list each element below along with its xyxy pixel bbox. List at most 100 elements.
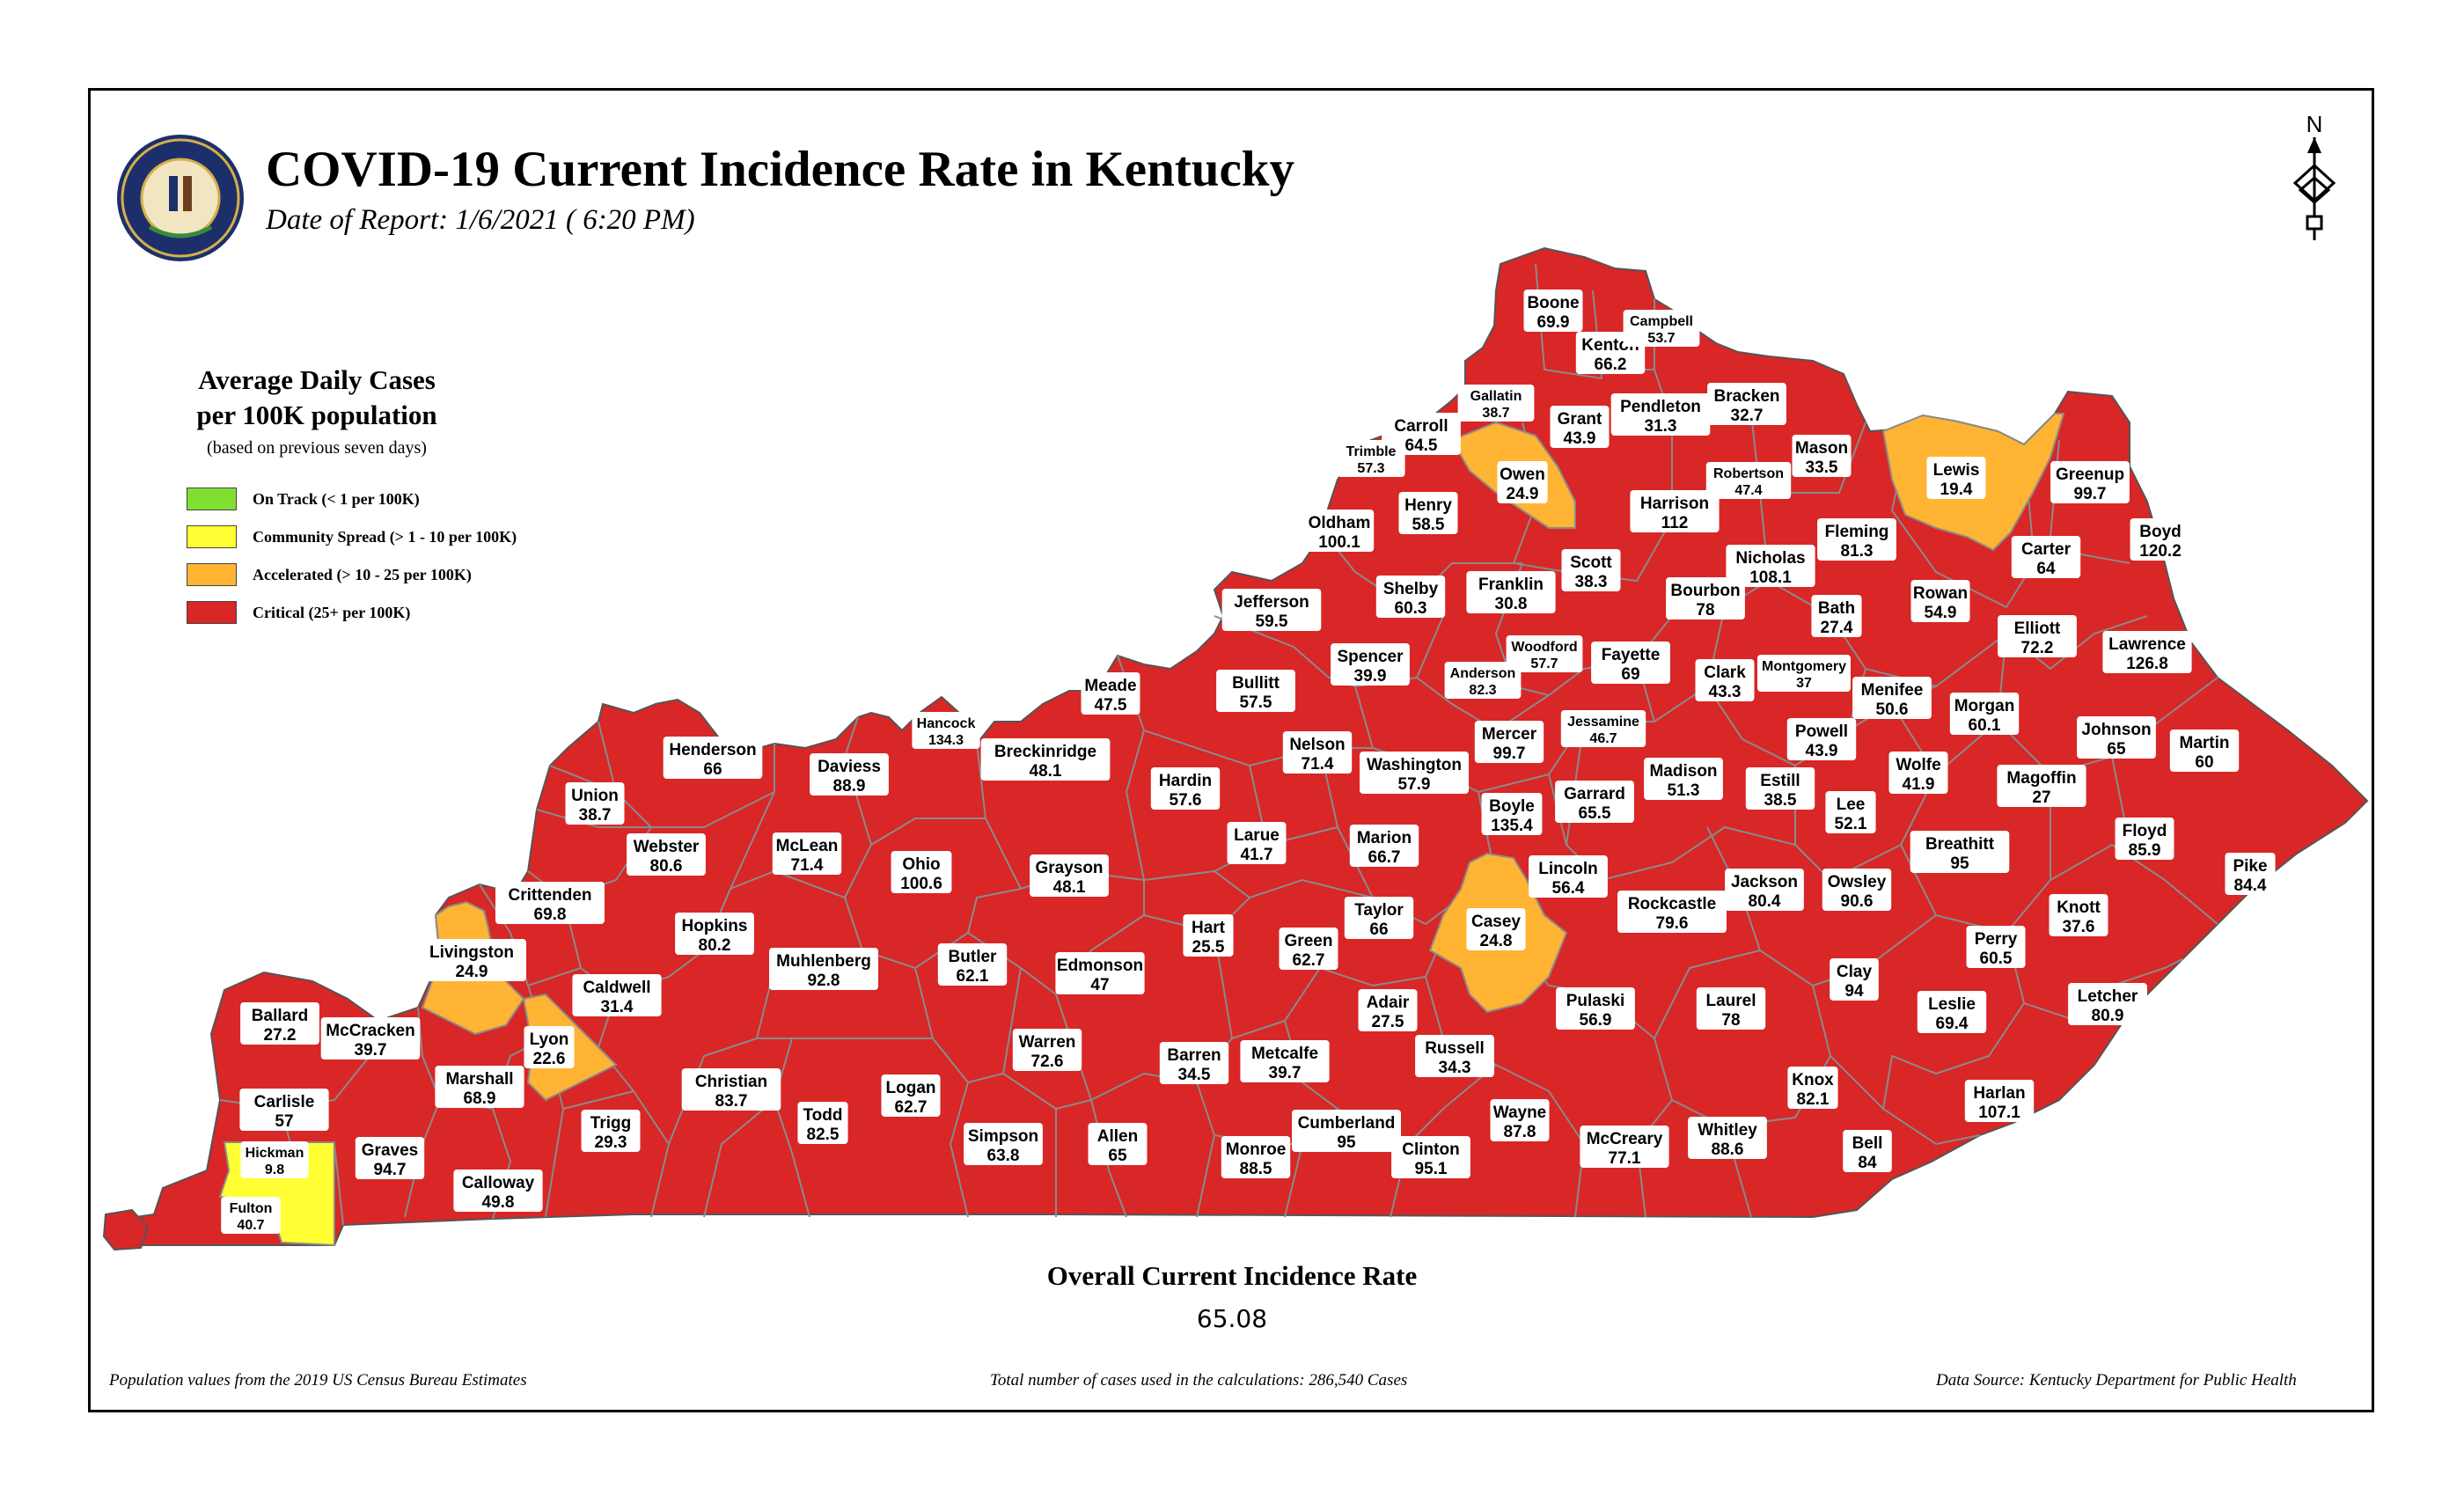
county-rate: 39.7 [1269, 1064, 1302, 1082]
county-name: Warren [1019, 1033, 1076, 1052]
county-labels: Boone69.9Kenton66.2Campbell53.7Gallatin3… [221, 290, 2276, 1234]
county-label-background [1221, 1136, 1291, 1178]
county-name: Metcalfe [1251, 1045, 1318, 1063]
county-label-robertson: Robertson 47.4 [1705, 462, 1792, 499]
county-rate: 82.1 [1797, 1090, 1830, 1109]
county-rate: 60.1 [1969, 716, 2001, 735]
county-name: Caldwell [583, 979, 650, 997]
county-label-background [435, 1066, 524, 1108]
county-rate: 54.9 [1925, 604, 1957, 622]
county-name: Rowan [1913, 584, 1968, 603]
county-name: Hart [1192, 919, 1226, 937]
county-label-background [627, 833, 706, 876]
county-rate: 88.6 [1712, 1140, 1744, 1159]
county-name: Elliott [2014, 620, 2061, 638]
county-label-background [1745, 767, 1815, 810]
county-label-background [1481, 793, 1543, 835]
county-rate: 88.9 [833, 777, 866, 796]
county-rate: 100.1 [1318, 533, 1360, 552]
county-rate: 88.5 [1240, 1160, 1272, 1178]
county-label-background [221, 1197, 281, 1234]
county-name: Lincoln [1538, 860, 1598, 878]
county-label-background [937, 943, 1008, 986]
map-title: COVID-19 Current Incidence Rate in Kentu… [266, 142, 1294, 197]
county-name: Nelson [1289, 736, 1345, 754]
county-rate: 38.3 [1575, 573, 1608, 591]
county-rate: 56.4 [1552, 879, 1585, 898]
county-label-background [2011, 536, 2081, 578]
county-rate: 77.1 [1609, 1149, 1641, 1168]
county-label-background [1344, 897, 1414, 939]
county-rate: 52.1 [1835, 815, 1867, 833]
county-rate: 79.6 [1656, 914, 1689, 933]
county-name: Scott [1570, 554, 1612, 572]
county-name: Grayson [1035, 859, 1103, 877]
county-rate: 19.4 [1940, 480, 1973, 499]
county-rate: 95 [1337, 1133, 1356, 1152]
county-label-trimble: Trimble 57.3 [1337, 440, 1405, 477]
county-name: Washington [1367, 756, 1462, 774]
county-label-background [1304, 510, 1375, 552]
county-name: Logan [886, 1079, 936, 1097]
county-name: Calloway [462, 1174, 535, 1192]
county-rate: 60.3 [1395, 599, 1427, 618]
county-label-background [565, 782, 625, 825]
county-rate: 56.9 [1580, 1011, 1612, 1030]
footer-data-source: Data Source: Kentucky Department for Pub… [1936, 1371, 2297, 1390]
county-name: Laurel [1705, 992, 1756, 1010]
county-rate: 72.2 [2021, 639, 2054, 657]
county-label-background [1695, 659, 1755, 701]
county-name: Menifee [1861, 681, 1924, 700]
county-rate: 62.7 [895, 1098, 928, 1117]
county-rate: 64 [2036, 560, 2056, 578]
county-rate: 64.5 [1405, 436, 1438, 455]
county-label-background [1705, 462, 1792, 499]
county-name: Hardin [1159, 772, 1212, 790]
county-rate: 62.1 [957, 967, 989, 986]
county-name: Oldham [1309, 514, 1371, 532]
county-name: Martin [2180, 734, 2230, 752]
county-name: Carroll [1394, 417, 1448, 436]
county-label-background [239, 1089, 329, 1131]
county-name: Carter [2021, 540, 2072, 559]
county-label-background [1830, 958, 1879, 1001]
county-label-background [1610, 393, 1711, 436]
county-rate: 63.8 [987, 1147, 1020, 1165]
county-label-background [772, 832, 842, 875]
county-rate: 83.7 [715, 1092, 748, 1111]
county-label-background [2049, 894, 2108, 936]
county-name: Whitley [1698, 1121, 1757, 1140]
county-rate: 39.7 [355, 1041, 387, 1060]
county-label-background [1550, 406, 1610, 448]
county-rate: 41.7 [1241, 846, 1273, 864]
county-label-background [1726, 545, 1815, 587]
county-name: Green [1285, 932, 1333, 950]
county-name: Montgomery [1762, 659, 1846, 674]
county-name: Pendleton [1620, 398, 1701, 416]
county-name: McCracken [326, 1022, 414, 1040]
county-name: Graves [362, 1141, 418, 1160]
